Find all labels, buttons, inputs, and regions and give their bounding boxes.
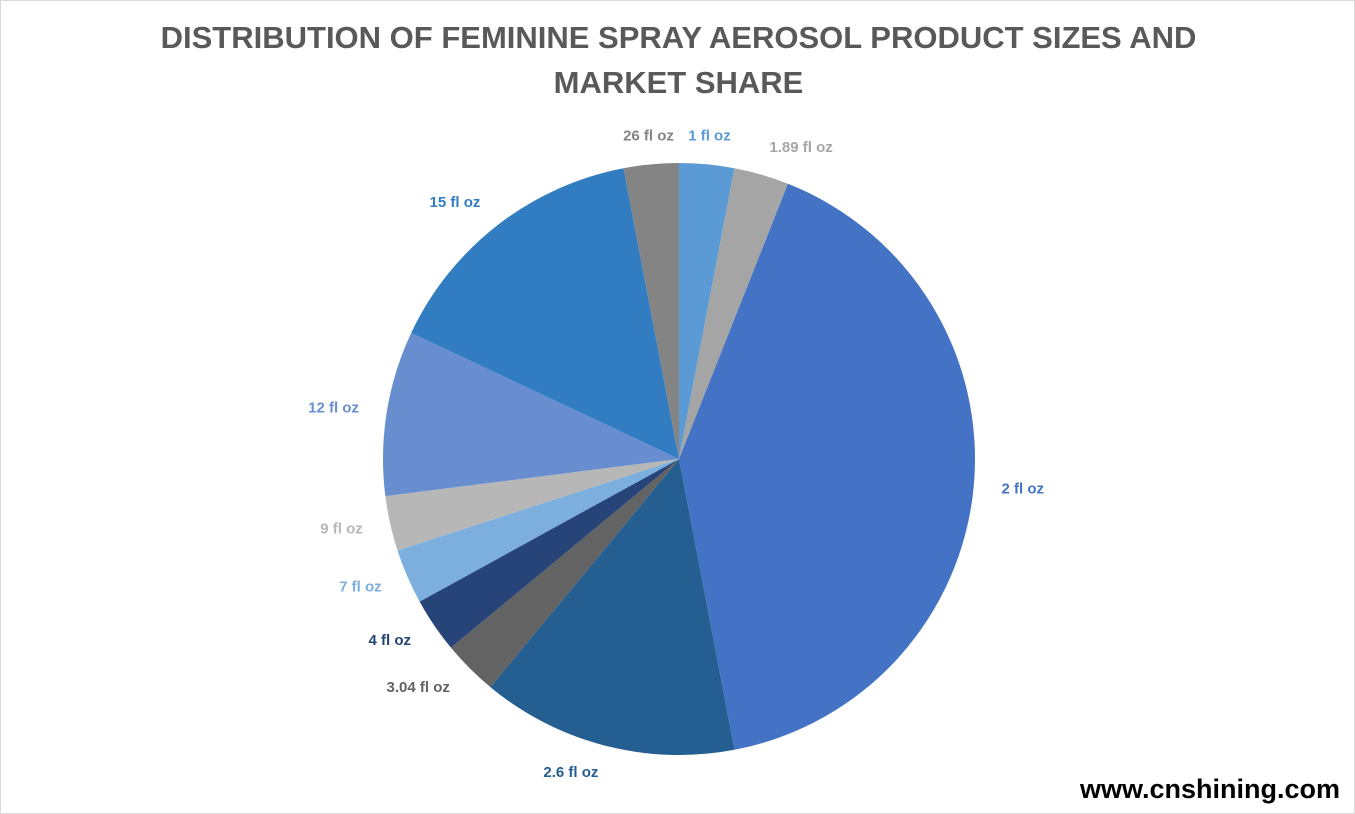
watermark: www.cnshining.com <box>1079 774 1340 804</box>
pie-slice <box>411 168 679 459</box>
slice-label: 12 fl oz <box>308 399 359 416</box>
pie-slice <box>679 183 976 750</box>
slice-label: 15 fl oz <box>430 194 481 211</box>
slice-label: 4 fl oz <box>369 632 412 649</box>
pie-slice <box>419 459 679 648</box>
slice-label: 1 fl oz <box>688 127 731 144</box>
slice-label: 2.6 fl oz <box>543 764 598 781</box>
slice-label: 3.04 fl oz <box>387 679 450 696</box>
pie-slice <box>679 168 788 459</box>
pie-slice <box>397 459 679 602</box>
slice-label: 9 fl oz <box>320 521 363 538</box>
pie-slice <box>490 459 735 755</box>
pie-slice <box>383 332 679 497</box>
pie-slice <box>385 459 679 551</box>
pie-slice <box>623 163 679 459</box>
slice-label: 7 fl oz <box>339 579 382 596</box>
pie-slice <box>450 459 679 688</box>
slice-label: 1.89 fl oz <box>769 139 832 156</box>
slice-label: 26 fl oz <box>623 127 674 144</box>
slice-label: 2 fl oz <box>1002 480 1045 497</box>
pie-slice <box>679 163 735 459</box>
chart-title: DISTRIBUTION OF FEMININE SPRAY AEROSOL P… <box>160 20 1197 100</box>
